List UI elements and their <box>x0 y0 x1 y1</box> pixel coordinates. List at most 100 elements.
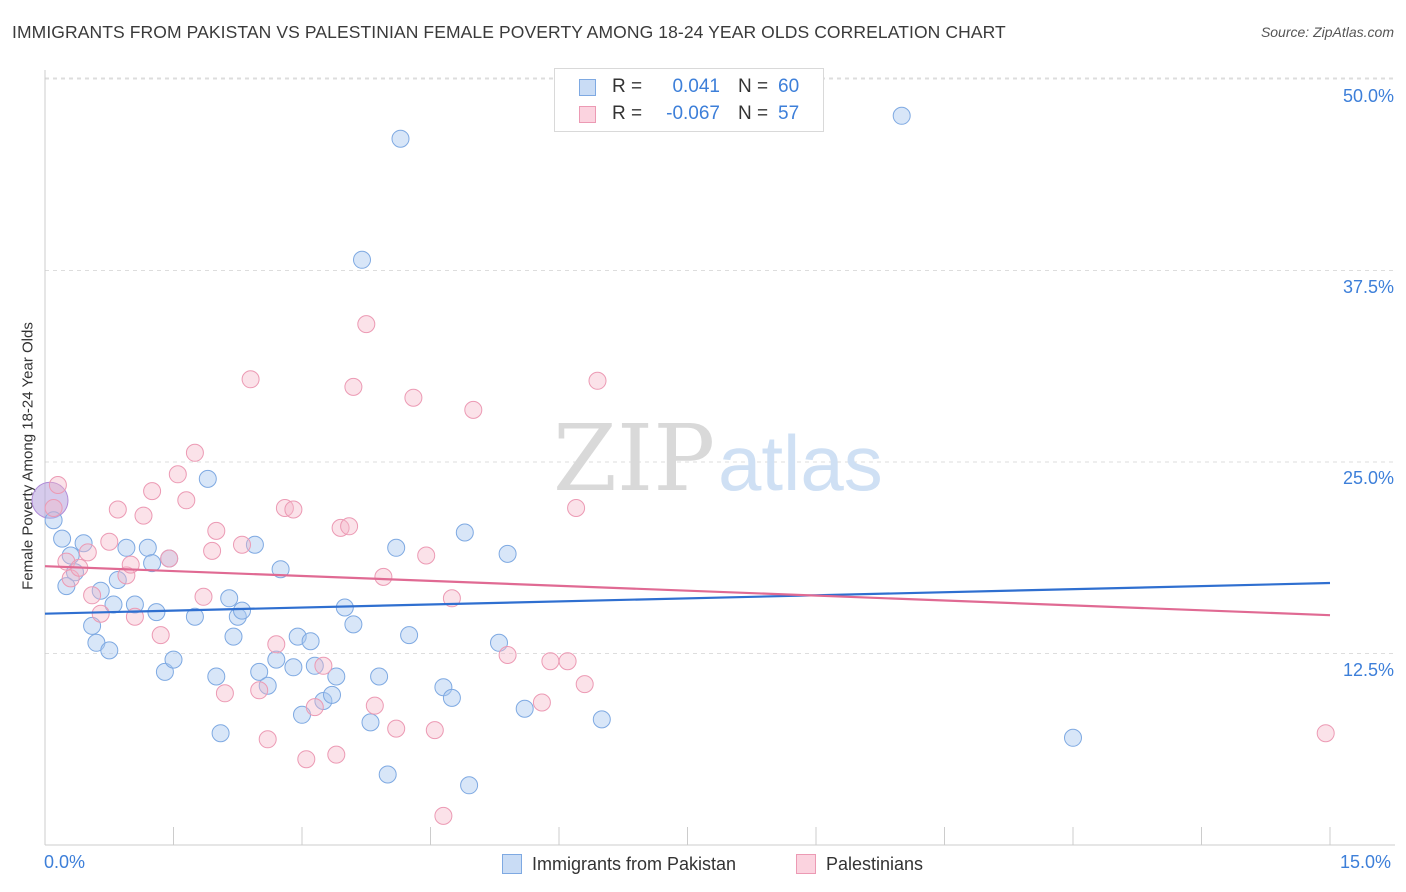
palestinian-point <box>215 684 234 703</box>
pakistan-point <box>592 710 611 729</box>
pakistan-point <box>245 535 264 554</box>
palestinian-point <box>464 400 483 419</box>
pakistan-point <box>400 626 419 645</box>
palestinian-point <box>177 491 196 510</box>
pakistan-point <box>258 676 277 695</box>
palestinian-point <box>203 541 222 560</box>
palestinian-point <box>425 721 444 740</box>
palestinian-point <box>404 388 423 407</box>
palestinian-trend-line <box>44 565 1331 617</box>
palestinian-point <box>151 626 170 645</box>
pakistan-point <box>460 776 479 795</box>
palestinian-point <box>575 675 594 694</box>
pakistan-point <box>498 544 517 563</box>
palestinian-point <box>340 517 359 536</box>
palestinian-point <box>100 532 119 551</box>
palestinian-point <box>284 500 303 519</box>
chart-title: IMMIGRANTS FROM PAKISTAN VS PALESTINIAN … <box>12 22 1006 42</box>
palestinian-point <box>558 652 577 671</box>
pakistan-point <box>125 595 144 614</box>
palestinian-point <box>83 586 102 605</box>
pakistan-point <box>267 650 286 669</box>
palestinian-point <box>374 567 393 586</box>
pakistan-point <box>344 615 363 634</box>
palestinian-point <box>305 698 324 717</box>
pakistan-point <box>353 250 371 269</box>
palestinian-point <box>160 549 179 568</box>
bottom-legend-pakistan: Immigrants from Pakistan <box>502 852 736 876</box>
palestinian-point <box>185 443 204 462</box>
pakistan-point <box>185 607 204 626</box>
palestinian-point <box>78 543 97 562</box>
palestinian-point <box>297 750 316 769</box>
pakistan-point <box>164 650 183 669</box>
palestinian-point <box>48 476 67 494</box>
pakistan-point <box>143 554 162 573</box>
palestinian-point <box>417 546 436 565</box>
legend-row-pakistan: R = 0.041 N = 60 <box>579 76 799 98</box>
pakistan-point <box>220 589 239 608</box>
pakistan-point <box>490 633 508 652</box>
bottom-legend-label: Palestinians <box>826 853 924 874</box>
watermark-zip: ZIP <box>553 405 715 512</box>
palestinian-point <box>258 730 277 749</box>
x-axis-min-label: 0.0% <box>44 852 86 872</box>
pakistan-point <box>892 106 911 125</box>
palestinian-point <box>344 377 363 396</box>
pakistan-point <box>83 616 102 635</box>
pakistan-point <box>74 534 93 553</box>
pakistan-point <box>361 713 380 732</box>
palestinian-point <box>241 370 260 389</box>
palestinian-point <box>134 506 153 525</box>
palestinian-point <box>233 535 251 554</box>
pakistan-point <box>1064 728 1082 747</box>
pakistan-point <box>117 538 136 557</box>
palestinian-point <box>1316 724 1335 743</box>
pakistan-point <box>301 632 320 651</box>
legend-swatch-palestinians <box>579 105 596 123</box>
legend-n-label: N = <box>738 103 769 124</box>
pakistan-point <box>138 538 157 557</box>
palestinian-point <box>44 499 63 517</box>
palestinian-point <box>357 315 376 334</box>
y-tick-label: 12.5% <box>1342 660 1394 680</box>
y-tick-label: 50.0% <box>1342 86 1394 106</box>
legend-r-value: 0.041 <box>672 76 720 97</box>
palestinian-point <box>387 719 406 738</box>
palestinian-point <box>532 693 551 712</box>
palestinian-point <box>267 635 286 654</box>
palestinian-point <box>442 589 461 608</box>
palestinian-point <box>434 806 453 825</box>
legend-n-label: N = <box>738 76 769 97</box>
pakistan-point <box>44 511 63 530</box>
pakistan-point <box>370 667 389 686</box>
palestinian-point <box>108 500 127 519</box>
pakistan-point <box>515 699 534 718</box>
pakistan-point <box>100 641 119 660</box>
correlation-legend: R = 0.041 N = 60 R = -0.067 N = 57 <box>554 68 824 132</box>
bottom-legend-swatch-palestinians <box>796 854 816 874</box>
palestinian-point <box>143 482 162 501</box>
pakistan-point <box>323 685 341 704</box>
pakistan-point <box>198 469 217 488</box>
x-axis-max-label: 15.0% <box>1340 852 1392 872</box>
pakistan-point <box>455 523 474 542</box>
pakistan-point <box>233 601 251 620</box>
bottom-legend-swatch-pakistan <box>502 854 522 874</box>
legend-r-label: R = <box>612 76 643 97</box>
palestinian-point <box>314 656 333 675</box>
pakistan-point <box>207 667 226 686</box>
pakistan-point <box>155 662 174 681</box>
palestinian-point <box>498 646 517 664</box>
palestinian-point <box>250 681 269 700</box>
legend-swatch-pakistan <box>579 78 596 96</box>
watermark-atlas: atlas <box>718 419 883 507</box>
palestinian-point <box>117 566 136 585</box>
palestinian-point <box>168 465 187 484</box>
palestinian-point <box>567 499 586 517</box>
palestinian-point <box>91 604 110 623</box>
y-tick-label: 37.5% <box>1342 277 1394 297</box>
bottom-legend-label: Immigrants from Pakistan <box>532 853 737 874</box>
pakistan-point <box>387 538 406 557</box>
